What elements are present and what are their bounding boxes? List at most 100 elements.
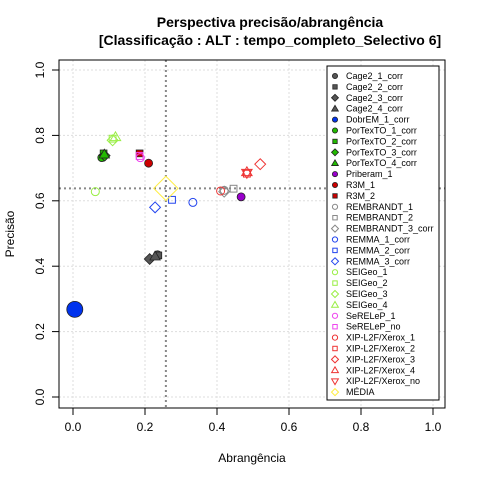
legend-entry-label: DobrEM_1_corr	[346, 115, 410, 125]
legend-marker-27	[330, 365, 340, 374]
data-point-24	[216, 186, 226, 196]
legend-entry-label: REMMA_3_corr	[346, 256, 410, 266]
data-point-29	[153, 175, 179, 202]
x-axis: 0.0 0.2 0.4 0.6 0.8 1.0	[65, 408, 442, 434]
legend-entry-label: Cage2_4_corr	[346, 104, 403, 114]
legend-entry-label: PorTexTO_4_corr	[346, 158, 417, 168]
data-point-3	[149, 250, 161, 261]
legend-entry-label: SEIGeo_3	[346, 289, 388, 299]
data-point-14	[218, 185, 231, 198]
legend-entry-label: SEIGeo_4	[346, 300, 388, 310]
legend-entry-label: SEIGeo_2	[346, 278, 388, 288]
legend-entry-label: SEIGeo_1	[346, 267, 388, 277]
data-point-21	[109, 130, 122, 142]
legend-entry-label: R3M_2	[346, 191, 375, 201]
data-point-18	[90, 187, 100, 197]
legend-entry-label: REMBRANDT_1	[346, 202, 413, 212]
legend-marker-8	[330, 159, 340, 166]
legend-marker-15	[331, 236, 339, 243]
legend-entry-label: Cage2_3_corr	[346, 93, 403, 103]
y-tick-label: 0.6	[33, 192, 47, 209]
legend: Cage2_1_corrCage2_2_corrCage2_3_corrCage…	[326, 65, 440, 401]
x-tick-label: 0.6	[281, 420, 298, 434]
legend-marker-25	[332, 345, 338, 352]
y-tick-label: 0.2	[33, 323, 47, 340]
legend-marker-0	[331, 73, 338, 80]
y-tick-label: 0.0	[33, 388, 47, 405]
legend-marker-4	[331, 116, 338, 123]
legend-entry-label: XIP-L2F/Xerox_1	[346, 333, 415, 343]
x-tick-label: 0.8	[353, 420, 370, 434]
legend-marker-22	[331, 312, 339, 319]
legend-entry-label: REMMA_1_corr	[346, 235, 410, 245]
x-tick-label: 0.2	[137, 420, 154, 434]
data-point-23	[135, 152, 144, 160]
legend-marker-5	[331, 127, 338, 134]
legend-entry-label: Cage2_2_corr	[346, 82, 403, 92]
legend-entry-label: Cage2_1_corr	[346, 71, 403, 81]
plot-frame	[58, 59, 446, 409]
legend-entry-label: XIP-L2F/Xerox_2	[346, 344, 415, 354]
data-point-15	[188, 197, 198, 207]
legend-marker-3	[330, 104, 340, 112]
legend-marker-23	[332, 323, 338, 330]
legend-marker-16	[332, 247, 338, 254]
legend-marker-24	[331, 334, 339, 341]
data-points	[66, 130, 267, 318]
data-point-10	[144, 158, 154, 168]
data-point-26	[254, 158, 267, 171]
y-axis-label: Precisão	[3, 210, 17, 257]
legend-entry-label: REMMA_2_corr	[346, 245, 410, 255]
chart-title: Perspectiva precisão/abrangência	[157, 14, 384, 30]
legend-marker-28	[330, 378, 340, 386]
legend-entry-label: SeRELeP_1	[346, 311, 396, 321]
legend-marker-26	[330, 355, 340, 364]
legend-entry-label: PorTexTO_3_corr	[346, 147, 417, 157]
x-tick-label: 1.0	[425, 420, 442, 434]
data-point-13	[229, 184, 238, 193]
y-tick-label: 0.8	[33, 127, 47, 144]
x-tick-label: 0.0	[65, 420, 82, 434]
legend-entry-label: XIP-L2F/Xerox_4	[346, 365, 415, 375]
legend-entry-label: XIP-L2F/Xerox_no	[346, 376, 420, 386]
data-point-9	[236, 192, 246, 202]
legend-entry-label: MÉDIA	[346, 387, 375, 397]
legend-entry-label: XIP-L2F/Xerox_3	[346, 354, 415, 364]
data-point-8	[98, 148, 111, 159]
data-point-28	[240, 168, 253, 180]
legend-entry-label: REMBRANDT_3_corr	[346, 224, 434, 234]
legend-marker-11	[332, 193, 338, 199]
legend-marker-1	[332, 84, 338, 90]
legend-entry-label: SeRELeP_no	[346, 322, 401, 332]
data-point-20	[106, 134, 119, 147]
legend-marker-14	[330, 224, 340, 233]
legend-entry-label: REMBRANDT_2	[346, 213, 413, 223]
legend-marker-7	[330, 148, 340, 157]
legend-marker-18	[331, 269, 339, 276]
legend-marker-6	[332, 138, 338, 145]
data-point-17	[148, 201, 162, 214]
legend-entry-label: R3M_1	[346, 180, 375, 190]
legend-marker-12	[331, 203, 339, 210]
y-tick-label: 0.4	[33, 258, 47, 275]
y-axis: 0.0 0.2 0.4 0.6 0.8 1.0	[33, 61, 59, 405]
legend-entry-label: Priberam_1	[346, 169, 393, 179]
legend-marker-2	[330, 93, 340, 102]
legend-marker-13	[332, 214, 338, 221]
x-axis-label: Abrangência	[218, 451, 286, 465]
data-point-25	[242, 169, 251, 178]
chart-subtitle: [Classificação : ALT : tempo_completo_Se…	[99, 32, 441, 48]
data-point-27	[240, 165, 253, 177]
legend-box	[326, 65, 440, 401]
legend-marker-21	[330, 300, 340, 308]
legend-marker-9	[331, 171, 338, 178]
legend-marker-19	[332, 280, 338, 286]
legend-marker-20	[330, 289, 340, 299]
legend-marker-17	[330, 257, 340, 266]
y-tick-label: 1.0	[33, 61, 47, 78]
legend-marker-10	[331, 181, 338, 188]
x-tick-label: 0.4	[209, 420, 226, 434]
legend-entry-label: PorTexTO_2_corr	[346, 136, 417, 146]
legend-entry-label: PorTexTO_1_corr	[346, 126, 417, 136]
